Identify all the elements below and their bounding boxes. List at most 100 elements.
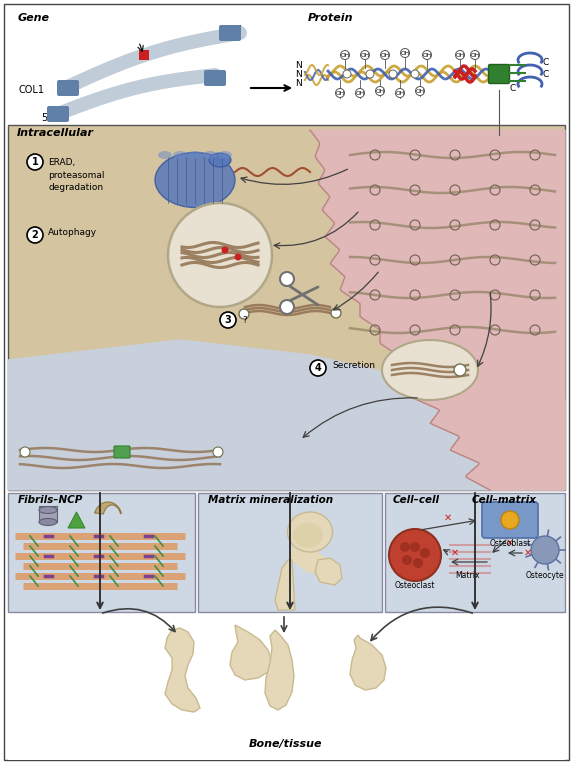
Text: ✕: ✕: [506, 538, 514, 548]
Polygon shape: [350, 635, 386, 690]
Bar: [8, 493, 195, 612]
Circle shape: [280, 300, 294, 314]
Polygon shape: [265, 630, 294, 710]
Text: ERAD,
proteasomal
degradation: ERAD, proteasomal degradation: [48, 158, 104, 192]
FancyBboxPatch shape: [47, 106, 69, 122]
Ellipse shape: [288, 512, 332, 552]
Bar: [198, 493, 382, 612]
Text: Secretion: Secretion: [332, 361, 375, 370]
Text: OH: OH: [456, 53, 465, 57]
Text: ?: ?: [242, 316, 247, 325]
Circle shape: [410, 542, 420, 552]
Text: 5': 5': [41, 113, 50, 123]
Text: ✕: ✕: [444, 513, 452, 523]
Circle shape: [531, 536, 559, 564]
Circle shape: [395, 89, 405, 98]
Text: OH: OH: [380, 53, 390, 57]
Polygon shape: [275, 560, 295, 610]
Text: Matrix: Matrix: [456, 571, 480, 580]
Text: Bone/tissue: Bone/tissue: [249, 739, 323, 749]
Text: Cell–matrix: Cell–matrix: [472, 495, 537, 505]
Bar: [8, 125, 565, 490]
Text: Cell–cell: Cell–cell: [393, 495, 440, 505]
Text: 3': 3': [233, 25, 242, 35]
Circle shape: [420, 548, 430, 558]
Circle shape: [280, 272, 294, 286]
Circle shape: [343, 70, 351, 78]
Text: Osteocyte: Osteocyte: [525, 571, 564, 580]
Text: OH: OH: [470, 53, 480, 57]
Polygon shape: [165, 628, 200, 712]
Text: COL1: COL1: [18, 85, 44, 95]
Text: N: N: [295, 70, 302, 79]
Ellipse shape: [158, 151, 172, 159]
FancyBboxPatch shape: [204, 70, 226, 86]
Ellipse shape: [155, 153, 235, 208]
Bar: [139, 50, 149, 60]
Bar: [8, 613, 565, 760]
Circle shape: [220, 312, 236, 328]
Circle shape: [366, 70, 374, 78]
Circle shape: [401, 48, 410, 57]
FancyBboxPatch shape: [219, 25, 241, 41]
Text: OH: OH: [375, 89, 384, 93]
Circle shape: [20, 447, 30, 457]
Circle shape: [380, 50, 390, 60]
Circle shape: [415, 86, 425, 96]
Polygon shape: [8, 340, 565, 490]
Circle shape: [413, 558, 423, 568]
Text: 3: 3: [225, 315, 231, 325]
Circle shape: [331, 308, 341, 318]
Circle shape: [27, 227, 43, 243]
Text: Protein: Protein: [308, 13, 354, 23]
Text: Osteoblast: Osteoblast: [489, 539, 531, 549]
Text: OH: OH: [422, 53, 431, 57]
Bar: [385, 493, 565, 612]
Ellipse shape: [218, 151, 232, 159]
Polygon shape: [310, 130, 565, 490]
Circle shape: [310, 360, 326, 376]
Circle shape: [340, 50, 350, 60]
Circle shape: [389, 70, 397, 78]
Text: 1: 1: [32, 157, 38, 167]
Polygon shape: [230, 625, 272, 680]
Text: C: C: [543, 70, 550, 79]
Ellipse shape: [39, 507, 57, 513]
FancyBboxPatch shape: [57, 80, 79, 96]
Text: Matrix mineralization: Matrix mineralization: [208, 495, 333, 505]
Ellipse shape: [382, 340, 478, 400]
Circle shape: [336, 89, 344, 98]
Polygon shape: [95, 502, 121, 514]
Text: 4: 4: [315, 363, 321, 373]
Text: C: C: [543, 57, 550, 66]
Bar: [39, 506, 57, 522]
Text: Intracellular: Intracellular: [17, 128, 94, 138]
Ellipse shape: [203, 151, 217, 159]
Circle shape: [456, 50, 465, 60]
Text: OH: OH: [395, 90, 405, 96]
Text: Fibrils–NCP: Fibrils–NCP: [18, 495, 84, 505]
Text: OH: OH: [335, 90, 344, 96]
Text: ✕: ✕: [451, 548, 459, 558]
Circle shape: [501, 511, 519, 529]
FancyBboxPatch shape: [489, 64, 509, 83]
Text: OH: OH: [415, 89, 425, 93]
Circle shape: [213, 447, 223, 457]
Text: Autophagy: Autophagy: [48, 228, 97, 237]
Circle shape: [389, 529, 441, 581]
Text: OH: OH: [401, 50, 410, 56]
Circle shape: [400, 542, 410, 552]
FancyBboxPatch shape: [114, 446, 130, 458]
Ellipse shape: [188, 151, 202, 159]
Text: 2: 2: [32, 230, 38, 240]
Circle shape: [411, 70, 419, 78]
Circle shape: [234, 254, 241, 261]
Text: N: N: [295, 79, 302, 88]
Circle shape: [27, 154, 43, 170]
FancyBboxPatch shape: [482, 502, 538, 538]
Circle shape: [375, 86, 384, 96]
Text: OH: OH: [355, 90, 364, 96]
Text: OH: OH: [340, 53, 350, 57]
Bar: [8, 8, 565, 125]
Circle shape: [422, 50, 431, 60]
